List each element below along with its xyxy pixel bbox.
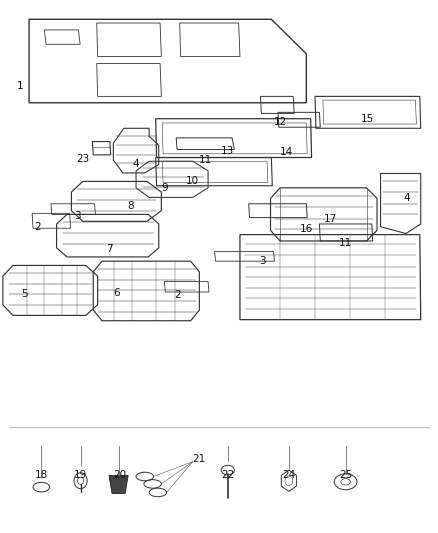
- Text: 3: 3: [259, 256, 266, 266]
- Text: 12: 12: [273, 117, 287, 127]
- Text: 11: 11: [199, 155, 212, 165]
- Text: 4: 4: [403, 193, 410, 204]
- Text: 5: 5: [21, 289, 28, 299]
- Text: 23: 23: [76, 154, 89, 164]
- Text: 16: 16: [300, 224, 313, 235]
- Text: 20: 20: [113, 470, 126, 480]
- Text: 14: 14: [280, 147, 293, 157]
- Text: 21: 21: [192, 454, 205, 464]
- Text: 22: 22: [221, 470, 234, 480]
- Text: 25: 25: [339, 470, 352, 480]
- Text: 19: 19: [74, 470, 87, 480]
- Text: 7: 7: [106, 244, 112, 254]
- Text: 9: 9: [161, 183, 168, 193]
- Text: 2: 2: [174, 289, 181, 300]
- Text: 11: 11: [339, 238, 352, 247]
- Text: 3: 3: [74, 211, 81, 221]
- Polygon shape: [109, 475, 128, 494]
- Text: 2: 2: [35, 222, 41, 232]
- Text: 17: 17: [324, 214, 337, 224]
- Text: 4: 4: [133, 159, 139, 169]
- Text: 15: 15: [361, 114, 374, 124]
- Text: 24: 24: [282, 470, 296, 480]
- Text: 1: 1: [17, 81, 24, 91]
- Text: 6: 6: [113, 288, 120, 298]
- Text: 18: 18: [35, 470, 48, 480]
- Text: 13: 13: [221, 146, 234, 156]
- Text: 10: 10: [186, 176, 199, 187]
- Text: 8: 8: [127, 201, 134, 211]
